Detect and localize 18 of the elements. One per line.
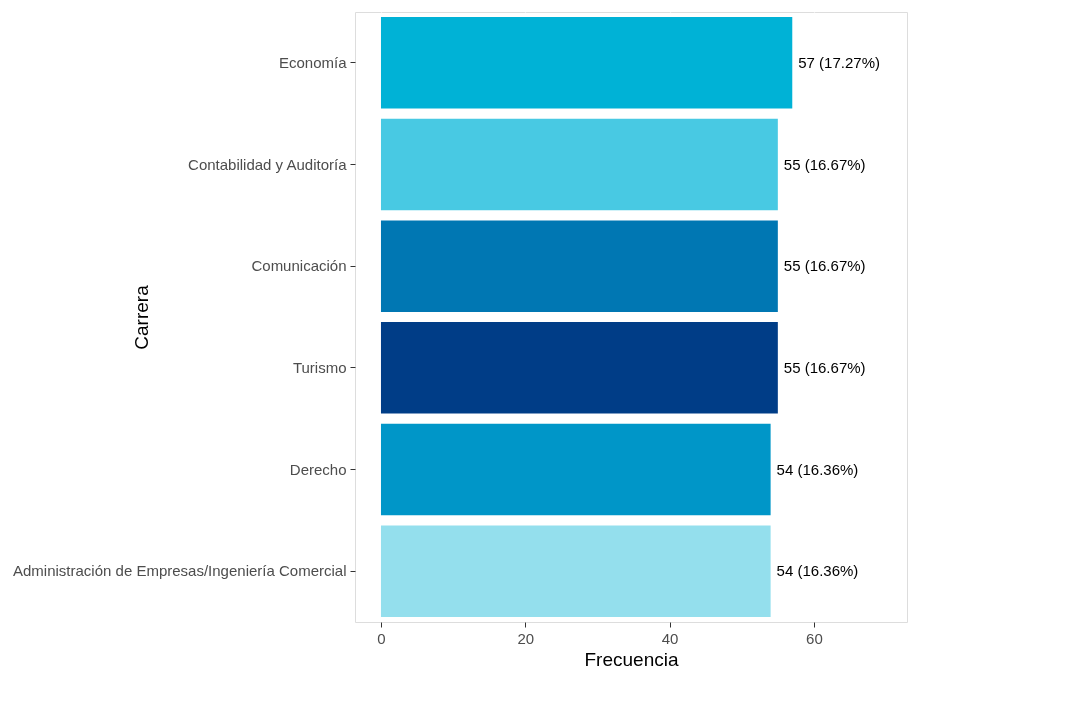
- data-label: 55 (16.67%): [783, 155, 866, 173]
- data-label: 54 (16.36%): [776, 460, 859, 478]
- x-tick-label: 60: [806, 629, 823, 647]
- y-tick-label: Turismo: [292, 358, 347, 376]
- y-tick-label: Contabilidad y Auditoría: [188, 155, 348, 173]
- x-tick-label: 0: [377, 629, 386, 647]
- x-tick-label: 20: [517, 629, 535, 647]
- y-axis-title: Carrera: [130, 284, 152, 350]
- y-tick-label: Administración de Empresas/Ingeniería Comercial: [13, 562, 347, 580]
- x-tick-label: 40: [661, 629, 679, 647]
- data-label: 55 (16.67%): [783, 358, 866, 376]
- y-tick-label: Economía: [278, 53, 348, 71]
- y-tick-label: Derecho: [289, 460, 347, 478]
- y-tick-label: Comunicación: [251, 257, 347, 275]
- data-label: 57 (17.27%): [798, 53, 880, 71]
- x-axis-title: Frecuencia: [584, 648, 679, 670]
- data-label: 55 (16.67%): [783, 257, 866, 275]
- data-label: 54 (16.36%): [776, 562, 859, 580]
